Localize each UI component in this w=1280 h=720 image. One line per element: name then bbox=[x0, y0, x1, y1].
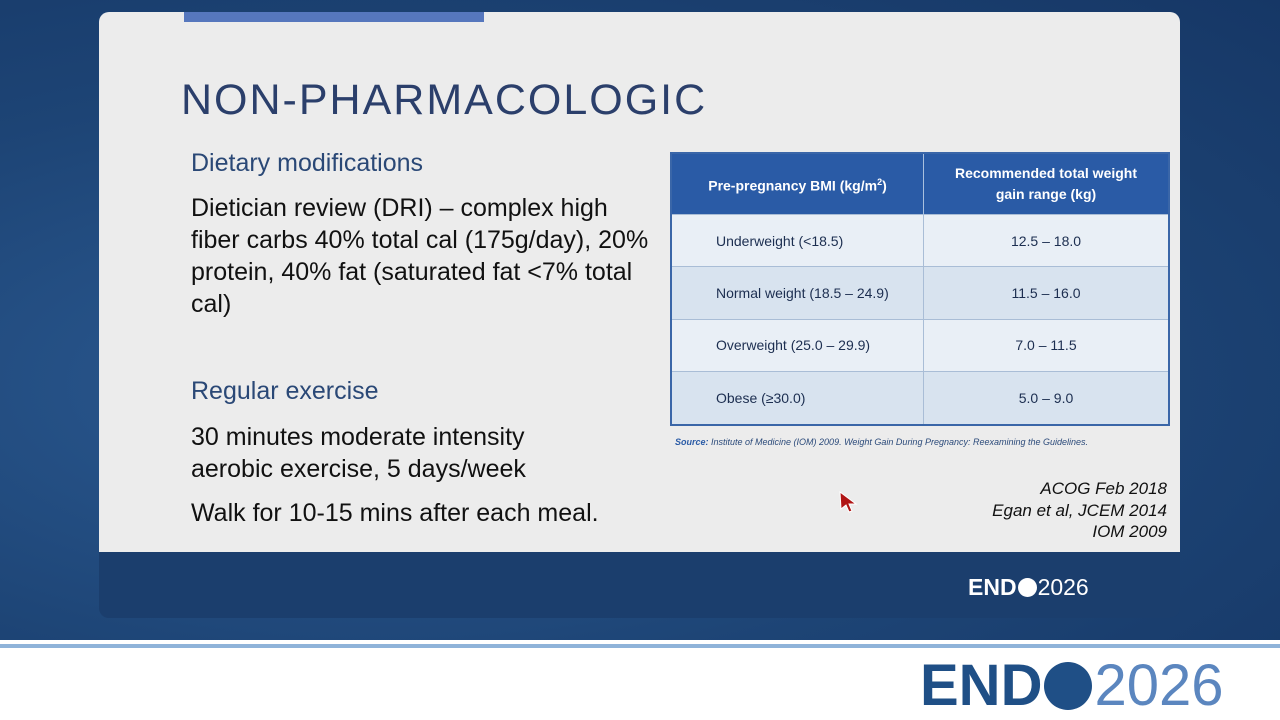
cell: 11.5 – 16.0 bbox=[923, 266, 1170, 320]
cell: Underweight (<18.5) bbox=[671, 213, 924, 267]
reference: ACOG Feb 2018 bbox=[1040, 479, 1167, 498]
cell: Obese (≥30.0) bbox=[671, 370, 924, 425]
section-heading: Regular exercise bbox=[191, 377, 379, 405]
logo-year: 2026 bbox=[1094, 653, 1224, 718]
cursor-shape bbox=[839, 490, 858, 513]
paragraph: Walk for 10-15 mins after each meal. bbox=[191, 499, 599, 527]
cell: Overweight (25.0 – 29.9) bbox=[671, 318, 924, 372]
cell: Normal weight (18.5 – 24.9) bbox=[671, 266, 924, 320]
reference: IOM 2009 bbox=[1092, 522, 1167, 541]
header-cell: Pre-pregnancy BMI (kg/m2) bbox=[671, 153, 924, 215]
reference: Egan et al, JCEM 2014 bbox=[992, 500, 1167, 520]
source-label: Source: bbox=[675, 437, 709, 447]
header-row: Pre-pregnancy BMI (kg/m2) Recommended to… bbox=[671, 153, 1170, 215]
row: Underweight (<18.5) 12.5 – 18.0 bbox=[671, 213, 1170, 267]
slide-logo: END 2026 bbox=[968, 574, 1089, 601]
footer-logo: END 2026 bbox=[920, 652, 1224, 719]
source-text: Institute of Medicine (IOM) 2009. Weight… bbox=[708, 437, 1089, 447]
section-heading: Dietary modifications bbox=[191, 149, 424, 177]
row: Overweight (25.0 – 29.9) 7.0 – 11.5 bbox=[671, 318, 1170, 372]
logo-brand: END bbox=[920, 653, 1043, 718]
mouse-cursor bbox=[839, 490, 858, 513]
cell: 12.5 – 18.0 bbox=[923, 213, 1170, 267]
paragraph: Dietician review (DRI) – complex high fi… bbox=[191, 194, 649, 318]
references: ACOG Feb 2018 Egan et al, JCEM 2014 IOM … bbox=[992, 478, 1167, 543]
cell: 5.0 – 9.0 bbox=[923, 370, 1170, 425]
logo-globe bbox=[1044, 661, 1093, 710]
slide-title: NON-PHARMACOLOGIC bbox=[181, 76, 708, 124]
weight-table: Pre-pregnancy BMI (kg/m2) Recommended to… bbox=[670, 152, 1170, 426]
row: Normal weight (18.5 – 24.9) 11.5 – 16.0 bbox=[671, 266, 1170, 320]
logo-globe bbox=[1017, 578, 1037, 597]
table-source: Source: Institute of Medicine (IOM) 2009… bbox=[675, 437, 1088, 447]
logo-brand: END bbox=[968, 574, 1017, 600]
logo-year: 2026 bbox=[1037, 574, 1089, 600]
accent-bar bbox=[184, 12, 484, 22]
superscript: 2 bbox=[877, 176, 883, 187]
header-text: Pre-pregnancy BMI (kg/m bbox=[708, 177, 878, 194]
row: Obese (≥30.0) 5.0 – 9.0 bbox=[671, 370, 1170, 425]
cell: 7.0 – 11.5 bbox=[923, 318, 1170, 372]
paragraph: 30 minutes moderate intensity aerobic ex… bbox=[191, 423, 526, 483]
slide-footer bbox=[99, 552, 1180, 618]
footer-line bbox=[0, 644, 1280, 648]
header-cell: Recommended total weight gain range (kg) bbox=[923, 153, 1170, 215]
header-text: ) bbox=[882, 177, 887, 194]
